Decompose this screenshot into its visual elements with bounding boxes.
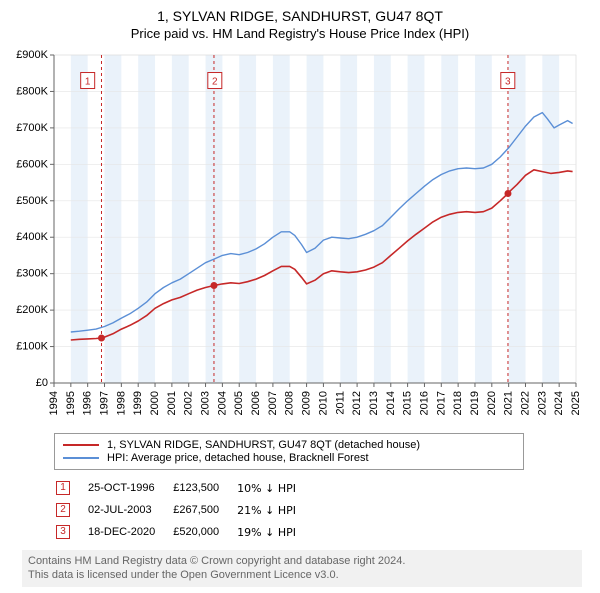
chart-subtitle: Price paid vs. HM Land Registry's House … xyxy=(10,26,590,41)
svg-text:1995: 1995 xyxy=(65,391,77,415)
line-chart: £0 £100K £200K £300K £400K £500K £600K £700K £80… xyxy=(10,47,590,427)
sale-row: 1 25-OCT-1996£123,50010% ↓ HPI xyxy=(56,478,312,498)
sale-delta: 21% ↓ HPI xyxy=(237,500,312,520)
svg-text:2009: 2009 xyxy=(301,391,313,415)
sale-marker: 3 xyxy=(56,525,70,539)
svg-text:1994: 1994 xyxy=(48,391,60,415)
legend-box: 1, SYLVAN RIDGE, SANDHURST, GU47 8QT (de… xyxy=(54,433,524,470)
sale-row: 2 02-JUL-2003£267,50021% ↓ HPI xyxy=(56,500,312,520)
svg-text:2023: 2023 xyxy=(536,391,548,415)
svg-text:2011: 2011 xyxy=(334,391,346,415)
svg-text:2022: 2022 xyxy=(519,391,531,415)
svg-text:2015: 2015 xyxy=(402,391,414,415)
svg-text:1: 1 xyxy=(85,77,91,88)
sale-row: 3 18-DEC-2020£520,00019% ↓ HPI xyxy=(56,522,312,542)
svg-text:2: 2 xyxy=(212,77,218,88)
svg-text:2008: 2008 xyxy=(284,391,296,415)
chart-area: £0 £100K £200K £300K £400K £500K £600K £700K £80… xyxy=(10,47,590,427)
legend-label: HPI: Average price, detached house, Brac… xyxy=(107,452,369,464)
svg-text:1998: 1998 xyxy=(115,391,127,415)
sale-date: 18-DEC-2020 xyxy=(88,522,171,542)
svg-text:2017: 2017 xyxy=(435,391,447,415)
svg-text:£200K: £200K xyxy=(16,304,48,316)
svg-text:£600K: £600K xyxy=(16,158,48,170)
svg-text:2020: 2020 xyxy=(486,391,498,415)
svg-text:1999: 1999 xyxy=(132,391,144,415)
svg-text:2005: 2005 xyxy=(233,391,245,415)
svg-text:2001: 2001 xyxy=(166,391,178,415)
svg-text:3: 3 xyxy=(505,77,511,88)
svg-text:2012: 2012 xyxy=(351,391,363,415)
footer-line: Contains HM Land Registry data © Crown c… xyxy=(28,554,576,568)
svg-text:2004: 2004 xyxy=(216,391,228,415)
chart-title: 1, SYLVAN RIDGE, SANDHURST, GU47 8QT xyxy=(10,8,590,24)
legend-label: 1, SYLVAN RIDGE, SANDHURST, GU47 8QT (de… xyxy=(107,439,420,451)
svg-text:2013: 2013 xyxy=(368,391,380,415)
svg-text:£700K: £700K xyxy=(16,122,48,134)
svg-text:£900K: £900K xyxy=(16,49,48,61)
svg-text:2016: 2016 xyxy=(418,391,430,415)
legend-swatch xyxy=(63,457,99,459)
svg-text:2021: 2021 xyxy=(503,391,515,415)
svg-text:2014: 2014 xyxy=(385,391,397,415)
svg-text:£0: £0 xyxy=(36,377,48,389)
svg-text:1997: 1997 xyxy=(99,391,111,415)
svg-text:2002: 2002 xyxy=(183,391,195,415)
sale-marker: 2 xyxy=(56,503,70,517)
svg-text:2019: 2019 xyxy=(469,391,481,415)
svg-text:£300K: £300K xyxy=(16,268,48,280)
svg-text:2010: 2010 xyxy=(317,391,329,415)
svg-text:£500K: £500K xyxy=(16,195,48,207)
attribution-footer: Contains HM Land Registry data © Crown c… xyxy=(22,550,582,587)
svg-text:2003: 2003 xyxy=(200,391,212,415)
svg-text:1996: 1996 xyxy=(82,391,94,415)
sale-delta: 10% ↓ HPI xyxy=(237,478,312,498)
svg-text:£800K: £800K xyxy=(16,85,48,97)
sale-date: 02-JUL-2003 xyxy=(88,500,171,520)
legend-swatch xyxy=(63,444,99,446)
svg-text:2000: 2000 xyxy=(149,391,161,415)
footer-line: This data is licensed under the Open Gov… xyxy=(28,568,576,582)
legend-item: HPI: Average price, detached house, Brac… xyxy=(63,452,515,464)
legend-item: 1, SYLVAN RIDGE, SANDHURST, GU47 8QT (de… xyxy=(63,439,515,451)
svg-text:£400K: £400K xyxy=(16,231,48,243)
chart-container: 1, SYLVAN RIDGE, SANDHURST, GU47 8QT Pri… xyxy=(0,0,600,593)
svg-text:2007: 2007 xyxy=(267,391,279,415)
sale-date: 25-OCT-1996 xyxy=(88,478,171,498)
svg-text:2006: 2006 xyxy=(250,391,262,415)
svg-text:2018: 2018 xyxy=(452,391,464,415)
sale-price: £520,000 xyxy=(173,522,235,542)
svg-text:2024: 2024 xyxy=(553,391,565,415)
svg-text:£100K: £100K xyxy=(16,341,48,353)
sales-table: 1 25-OCT-1996£123,50010% ↓ HPI 2 02-JUL-200… xyxy=(54,476,314,544)
svg-text:2025: 2025 xyxy=(570,391,582,415)
sale-delta: 19% ↓ HPI xyxy=(237,522,312,542)
sale-price: £267,500 xyxy=(173,500,235,520)
sale-marker: 1 xyxy=(56,481,70,495)
sale-price: £123,500 xyxy=(173,478,235,498)
